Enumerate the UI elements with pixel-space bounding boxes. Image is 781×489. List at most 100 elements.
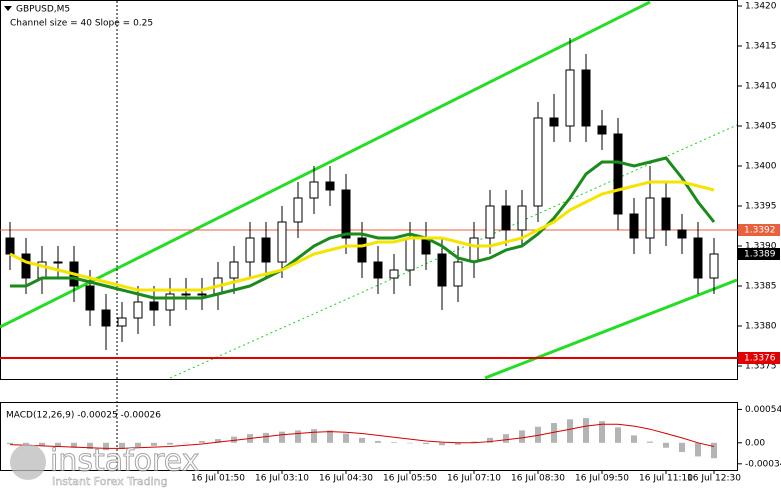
macd-bar	[679, 442, 685, 453]
channel-lower	[484, 278, 738, 380]
macd-bar	[327, 430, 333, 443]
candle-body	[149, 301, 159, 311]
candle-body	[693, 237, 703, 279]
macd-bar	[71, 442, 77, 448]
candle-body	[117, 317, 127, 327]
macd-bar	[631, 435, 637, 443]
candle-body	[597, 125, 607, 135]
macd-y-tick-label: 0.00	[745, 438, 765, 448]
macd-bar	[519, 430, 525, 443]
watermark-logo	[10, 444, 46, 480]
x-tick-label: 16 Jul 12:30	[687, 474, 741, 484]
macd-bar	[151, 442, 157, 446]
macd-bar	[343, 433, 349, 443]
watermark: instaforex Instant Forex Trading	[10, 443, 200, 488]
macd-bar	[183, 442, 189, 444]
candle-body	[21, 253, 31, 279]
macd-bar	[39, 442, 45, 446]
x-tick-label: 16 Jul 03:10	[255, 474, 309, 484]
candle-body	[309, 181, 319, 199]
macd-bar	[231, 436, 237, 443]
macd-bar	[7, 442, 13, 445]
macd-bar	[375, 440, 381, 443]
candle-body	[229, 261, 239, 279]
candle-body	[469, 237, 479, 263]
macd-bar	[599, 421, 605, 443]
x-tick-label: 16 Jul 07:10	[447, 474, 501, 484]
macd-bar	[423, 442, 429, 445]
y-tick-label: 1.3410	[745, 82, 777, 92]
candle-body	[165, 293, 175, 311]
candle-body	[85, 285, 95, 311]
candle-body	[373, 261, 383, 279]
channel-upper	[0, 0, 651, 329]
candle-body	[325, 181, 335, 191]
x-tick-label: 16 Jul 09:50	[575, 474, 629, 484]
candle-body	[485, 205, 495, 239]
y-tick-label: 1.3390	[745, 242, 777, 252]
candle-body	[181, 293, 191, 296]
candle-body	[133, 301, 143, 319]
candle-body	[389, 269, 399, 279]
candle-body	[645, 197, 655, 239]
macd-title: MACD(12,26,9) -0.00025 -0.00026	[6, 411, 161, 421]
y-tick-label: 1.3395	[745, 202, 777, 212]
moving-average	[9, 180, 715, 292]
macd-y-tick-label: 0.00054	[745, 405, 781, 415]
macd-bar	[471, 441, 477, 443]
macd-bar	[23, 442, 29, 446]
candle-body	[517, 205, 527, 231]
macd-bar	[103, 442, 109, 451]
macd-bar	[695, 442, 701, 457]
candle-body	[661, 197, 671, 231]
candle-body	[437, 253, 447, 287]
macd-bar	[583, 418, 589, 443]
macd-panel	[0, 402, 738, 471]
macd-bar	[311, 429, 317, 443]
candle-body	[565, 69, 575, 127]
macd-bar	[711, 442, 717, 459]
macd-bar	[55, 442, 61, 447]
candle-body	[5, 237, 15, 255]
x-tick-label: 16 Jul 01:50	[191, 474, 245, 484]
candle-body	[261, 237, 271, 263]
macd-bar	[199, 440, 205, 443]
candle-body	[501, 205, 511, 231]
candle-body	[341, 189, 351, 239]
macd-y-tick-label: -0.00034	[745, 459, 781, 469]
x-tick-label: 16 Jul 05:50	[383, 474, 437, 484]
macd-bar	[551, 423, 557, 443]
macd-bar	[359, 437, 365, 443]
last-price-box	[738, 248, 780, 260]
y-tick-label: 1.3400	[745, 162, 777, 172]
candle-body	[677, 229, 687, 239]
chart-title: GBPUSD,M5	[16, 5, 70, 15]
level-label-box	[738, 352, 780, 364]
macd-bar	[503, 434, 509, 443]
macd-bar	[663, 442, 669, 448]
candle-body	[277, 221, 287, 263]
macd-bar	[119, 442, 125, 449]
macd-bar	[295, 430, 301, 443]
macd-bar	[263, 432, 269, 443]
macd-bar	[391, 442, 397, 443]
candle-body	[581, 69, 591, 127]
candle-body	[629, 213, 639, 239]
channel-middle	[169, 124, 738, 379]
level-label: 1.3376	[744, 354, 776, 364]
candle-body	[245, 237, 255, 263]
macd-bar	[215, 439, 221, 443]
y-tick-label: 1.3415	[745, 42, 777, 52]
candle-body	[549, 117, 559, 127]
candle-body	[453, 261, 463, 287]
candle-body	[613, 133, 623, 215]
x-tick-label: 16 Jul 08:30	[511, 474, 565, 484]
level-label-box	[738, 224, 780, 236]
watermark-tagline: Instant Forex Trading	[52, 475, 168, 488]
candle-body	[101, 309, 111, 327]
macd-bar	[135, 442, 141, 448]
macd-bar	[439, 442, 445, 446]
macd-bar	[407, 442, 413, 444]
